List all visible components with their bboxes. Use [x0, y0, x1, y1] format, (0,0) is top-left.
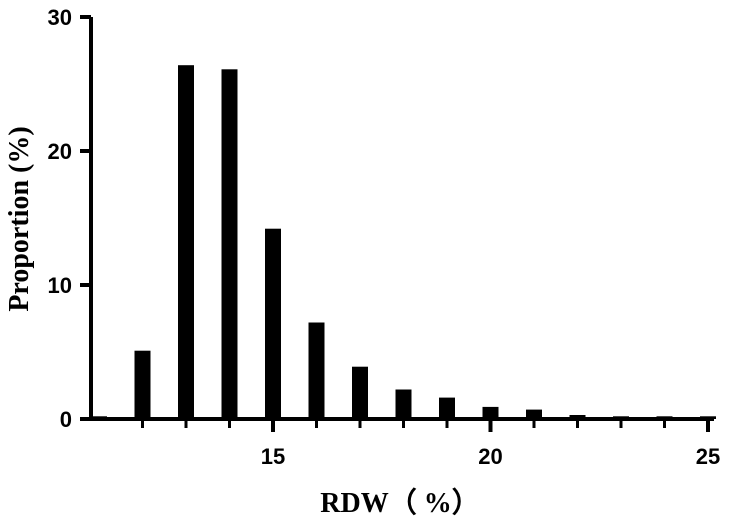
bar-18 — [395, 389, 412, 419]
bar-12 — [134, 350, 151, 419]
y-ticks: 0 10 20 30 — [48, 5, 91, 432]
bar-21 — [526, 409, 542, 419]
bar-14 — [221, 69, 238, 420]
x-tick-label-25: 25 — [696, 444, 720, 469]
bar-17 — [352, 366, 368, 419]
y-tick-label-20: 20 — [48, 139, 72, 164]
bar-20 — [482, 406, 499, 419]
bar-19 — [439, 397, 455, 419]
y-tick-label-0: 0 — [60, 407, 72, 432]
x-ticks: 15 20 25 — [141, 419, 720, 469]
bars — [91, 65, 716, 420]
x-tick-label-15: 15 — [261, 444, 285, 469]
bar-16 — [308, 322, 325, 419]
bar-13 — [178, 65, 194, 419]
bar-15 — [265, 228, 281, 419]
x-axis-title: RDW（ %） — [320, 486, 479, 519]
y-axis-title: Proportion (%) — [4, 126, 35, 311]
y-tick-label-10: 10 — [48, 273, 72, 298]
x-tick-label-20: 20 — [478, 444, 502, 469]
y-tick-label-30: 30 — [48, 5, 72, 30]
